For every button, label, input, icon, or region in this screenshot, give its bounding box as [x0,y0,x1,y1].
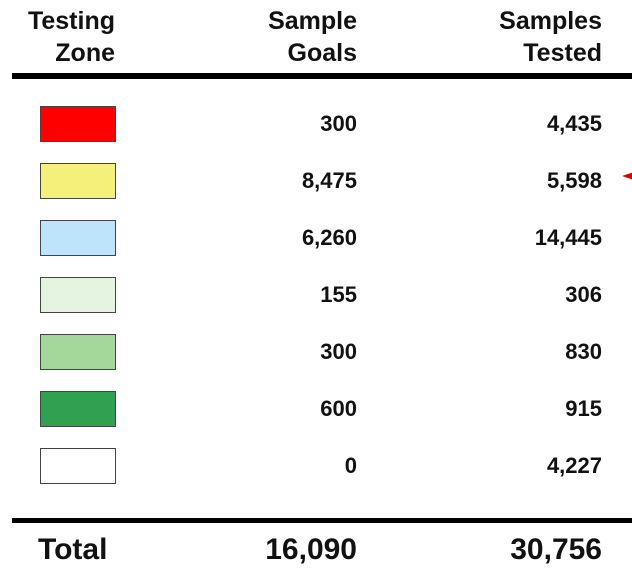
total-tested: 30,756 [510,533,602,566]
tested-cell: 830 [565,339,602,364]
total-label: Total [38,533,108,566]
header-text: Testing [27,7,115,35]
goals-cell: 600 [320,396,357,421]
color-swatch [40,448,116,484]
color-swatch [40,220,116,256]
header-text: Tested [523,39,602,67]
tested-cell: 4,227 [546,453,602,478]
header-text: Sample [268,7,357,35]
header-text: Zone [55,39,115,67]
goals-cell: 0 [344,453,357,478]
tested-cell: 14,445 [534,225,602,250]
color-swatch [40,334,116,370]
goals-cell: 6,260 [301,225,357,250]
header-rule [12,73,632,79]
header-text: Samples [499,7,602,35]
goals-cell: 8,475 [301,168,357,193]
goals-cell: 155 [320,282,357,307]
goals-cell: 300 [320,111,357,136]
color-swatch [40,391,116,427]
color-swatch [40,277,116,313]
total-goals: 16,090 [265,533,357,566]
color-swatch [40,163,116,199]
color-swatch [40,106,116,142]
header-text: Goals [287,39,357,67]
tested-cell: 306 [565,282,602,307]
arrow [622,172,632,180]
tested-cell: 915 [565,396,602,421]
goals-cell: 300 [320,339,357,364]
total-rule [12,518,632,523]
tested-cell: 4,435 [546,111,602,136]
tested-cell: 5,598 [546,168,602,193]
